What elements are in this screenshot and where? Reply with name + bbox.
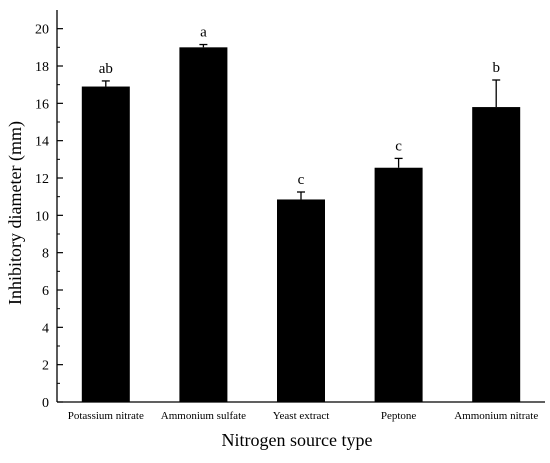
x-tick-label: Peptone — [381, 410, 417, 422]
y-tick-label: 18 — [35, 60, 49, 75]
y-tick-label: 12 — [35, 172, 49, 187]
plot-area: 0 2 4 6 8 10 12 14 16 18 20 ab Potassium nitrate a Amm… — [35, 10, 545, 422]
significance-label: ab — [99, 61, 113, 77]
significance-label: b — [492, 60, 500, 76]
y-tick-label: 10 — [35, 209, 49, 224]
y-tick-label: 14 — [35, 135, 49, 150]
bar — [472, 107, 521, 403]
x-tick-label: Yeast extract — [273, 410, 330, 422]
significance-label: a — [200, 25, 207, 41]
y-tick-label: 20 — [35, 23, 49, 38]
bar — [81, 86, 130, 403]
y-tick-label: 0 — [42, 396, 49, 411]
bar — [179, 47, 228, 402]
y-tick-label: 4 — [42, 321, 49, 336]
bar — [277, 199, 325, 402]
y-tick-label: 6 — [42, 284, 49, 299]
significance-label: c — [298, 172, 305, 188]
x-tick-label: Ammonium sulfate — [161, 410, 246, 422]
significance-label: c — [395, 138, 402, 154]
x-tick-label: Potassium nitrate — [68, 410, 144, 422]
x-axis-title: Nitrogen source type — [222, 430, 373, 450]
y-tick-label: 16 — [35, 97, 49, 112]
y-tick-label: 2 — [42, 359, 49, 374]
bar — [374, 167, 423, 402]
y-axis-title: Inhibitory diameter (mm) — [5, 121, 26, 305]
x-tick-label: Ammonium nitrate — [454, 410, 538, 422]
y-tick-label: 8 — [42, 247, 49, 262]
